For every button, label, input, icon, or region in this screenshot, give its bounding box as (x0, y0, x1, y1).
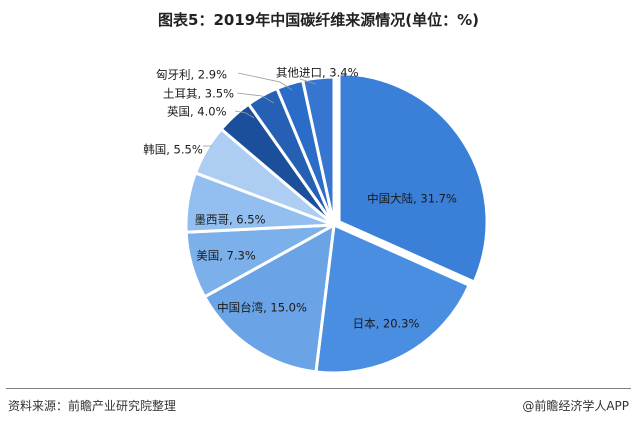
slice-label-2: 中国台湾, 15.0% (217, 301, 307, 315)
leader-line-9 (299, 78, 317, 85)
slice-label-4: 墨西哥, 6.5% (194, 213, 265, 227)
slice-label-8: 匈牙利, 2.9% (156, 68, 227, 82)
label-leader-lines (203, 72, 317, 147)
slice-label-9: 其他进口, 3.4% (276, 66, 359, 80)
pie-slices (184, 72, 489, 375)
chart-title: 图表5：2019年中国碳纤维来源情况(单位：%) (158, 11, 479, 29)
pie-slice-2 (202, 222, 336, 374)
slice-labels: 中国大陆, 31.7% 日本, 20.3% 中国台湾, 15.0% 美国, 7.3% 墨… (143, 66, 457, 331)
pie-slice-9 (300, 75, 336, 226)
leader-line-8 (237, 72, 293, 91)
leader-line-7 (236, 92, 275, 104)
slice-label-6: 英国, 4.0% (167, 105, 227, 119)
brand-credit: @前瞻经济学人APP (522, 399, 629, 413)
slice-label-7: 土耳其, 3.5% (163, 87, 234, 101)
slice-label-0: 中国大陆, 31.7% (367, 192, 457, 206)
slice-label-1: 日本, 20.3% (353, 317, 420, 331)
slice-label-5: 韩国, 5.5% (143, 143, 203, 157)
leader-line-6 (234, 110, 255, 119)
footer-divider (6, 388, 631, 389)
source-note: 资料来源：前瞻产业研究院整理 (8, 399, 177, 413)
pie-slice-1 (314, 222, 472, 375)
slice-label-3: 美国, 7.3% (196, 249, 256, 263)
pie-slice-0 (337, 72, 489, 284)
